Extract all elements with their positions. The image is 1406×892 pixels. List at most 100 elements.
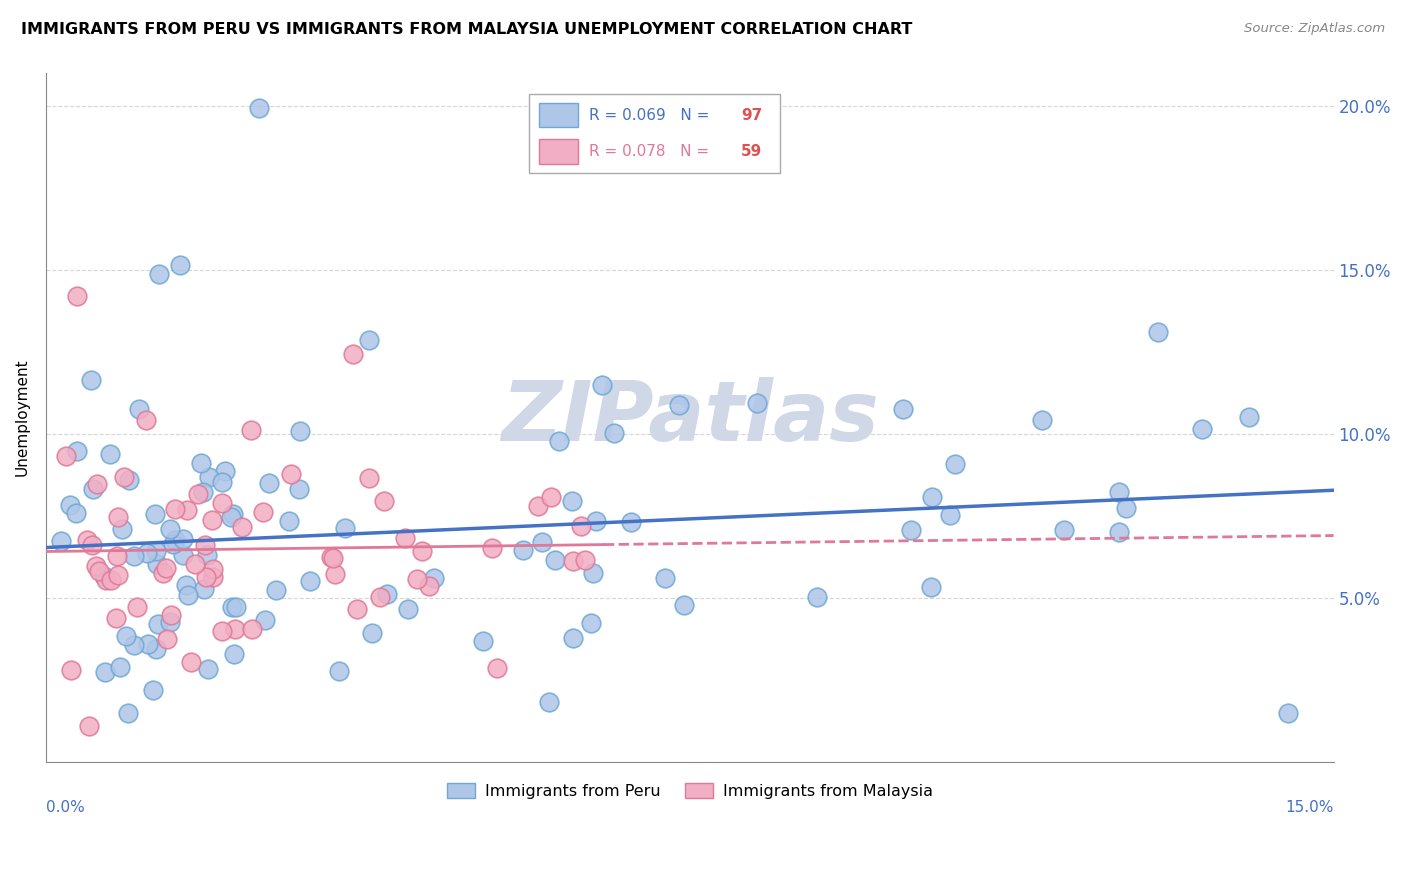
Point (1053, 523, 1076, 537)
Point (82, 482, 104, 496)
Point (538, 695, 561, 709)
Point (921, 491, 943, 505)
Text: IMMIGRANTS FROM PERU VS IMMIGRANTS FROM MALAYSIA UNEMPLOYMENT CORRELATION CHART: IMMIGRANTS FROM PERU VS IMMIGRANTS FROM … (21, 22, 912, 37)
Point (86, 476, 108, 491)
Point (105, 549, 128, 563)
Point (547, 434, 569, 449)
Point (368, 591, 391, 605)
Point (221, 508, 243, 522)
FancyBboxPatch shape (529, 94, 780, 173)
Point (544, 552, 567, 566)
Point (375, 587, 398, 601)
Point (172, 532, 194, 546)
Point (65, 506, 87, 520)
Point (176, 502, 198, 516)
Point (128, 402, 150, 417)
Text: Source: ZipAtlas.com: Source: ZipAtlas.com (1244, 22, 1385, 36)
Point (211, 475, 233, 490)
Point (214, 464, 236, 478)
Point (155, 561, 177, 575)
Point (112, 470, 135, 484)
Point (299, 574, 322, 588)
Text: R = 0.069   N =: R = 0.069 N = (589, 108, 714, 122)
Point (165, 533, 187, 548)
Point (202, 562, 225, 576)
Point (93, 569, 115, 583)
Point (224, 622, 246, 636)
Point (211, 624, 233, 638)
FancyBboxPatch shape (538, 103, 578, 128)
Point (135, 413, 157, 427)
Point (145, 543, 167, 558)
Point (177, 588, 200, 602)
Point (943, 457, 966, 471)
Point (117, 706, 139, 720)
FancyBboxPatch shape (538, 139, 578, 164)
Point (287, 482, 309, 496)
Point (110, 522, 132, 536)
Point (100, 447, 122, 461)
Point (569, 519, 592, 533)
Point (418, 578, 440, 592)
Point (231, 520, 253, 534)
Point (423, 570, 446, 584)
Point (585, 514, 607, 528)
Text: 0.0%: 0.0% (46, 799, 84, 814)
Point (108, 659, 131, 673)
Point (222, 647, 245, 661)
Point (194, 538, 217, 552)
Point (225, 599, 247, 614)
Point (180, 655, 202, 669)
Point (219, 510, 242, 524)
Point (806, 590, 828, 604)
Text: 97: 97 (741, 108, 762, 122)
Point (159, 615, 181, 629)
Point (253, 613, 276, 627)
Point (360, 625, 382, 640)
Point (156, 632, 179, 647)
Point (359, 334, 381, 348)
Point (654, 571, 676, 585)
Point (80, 373, 103, 387)
Point (195, 548, 218, 562)
Point (668, 398, 690, 412)
Point (107, 568, 129, 582)
Point (322, 550, 344, 565)
Point (252, 505, 274, 519)
Point (201, 513, 224, 527)
Point (346, 601, 368, 615)
Point (76, 533, 98, 547)
Point (278, 514, 301, 528)
Point (333, 521, 356, 535)
Point (100, 574, 122, 588)
Point (105, 611, 128, 625)
Point (280, 467, 302, 482)
Point (87, 564, 110, 578)
Point (1031, 413, 1053, 427)
Point (55, 449, 77, 463)
Point (1108, 485, 1130, 500)
Point (159, 522, 181, 536)
Point (122, 549, 145, 563)
Point (221, 599, 243, 614)
Point (169, 258, 191, 272)
Point (373, 494, 395, 508)
Point (247, 101, 270, 115)
Point (197, 662, 219, 676)
Point (94, 665, 117, 679)
Text: R = 0.078   N =: R = 0.078 N = (589, 144, 714, 159)
Point (396, 602, 419, 616)
Point (84, 558, 107, 573)
Point (574, 553, 596, 567)
Point (603, 425, 626, 440)
Point (77, 718, 100, 732)
Point (148, 267, 170, 281)
Point (394, 531, 416, 545)
Point (125, 600, 148, 615)
Point (82, 538, 104, 552)
Point (66, 289, 89, 303)
Point (891, 401, 914, 416)
Point (406, 572, 429, 586)
Point (115, 630, 138, 644)
Point (1115, 500, 1137, 515)
